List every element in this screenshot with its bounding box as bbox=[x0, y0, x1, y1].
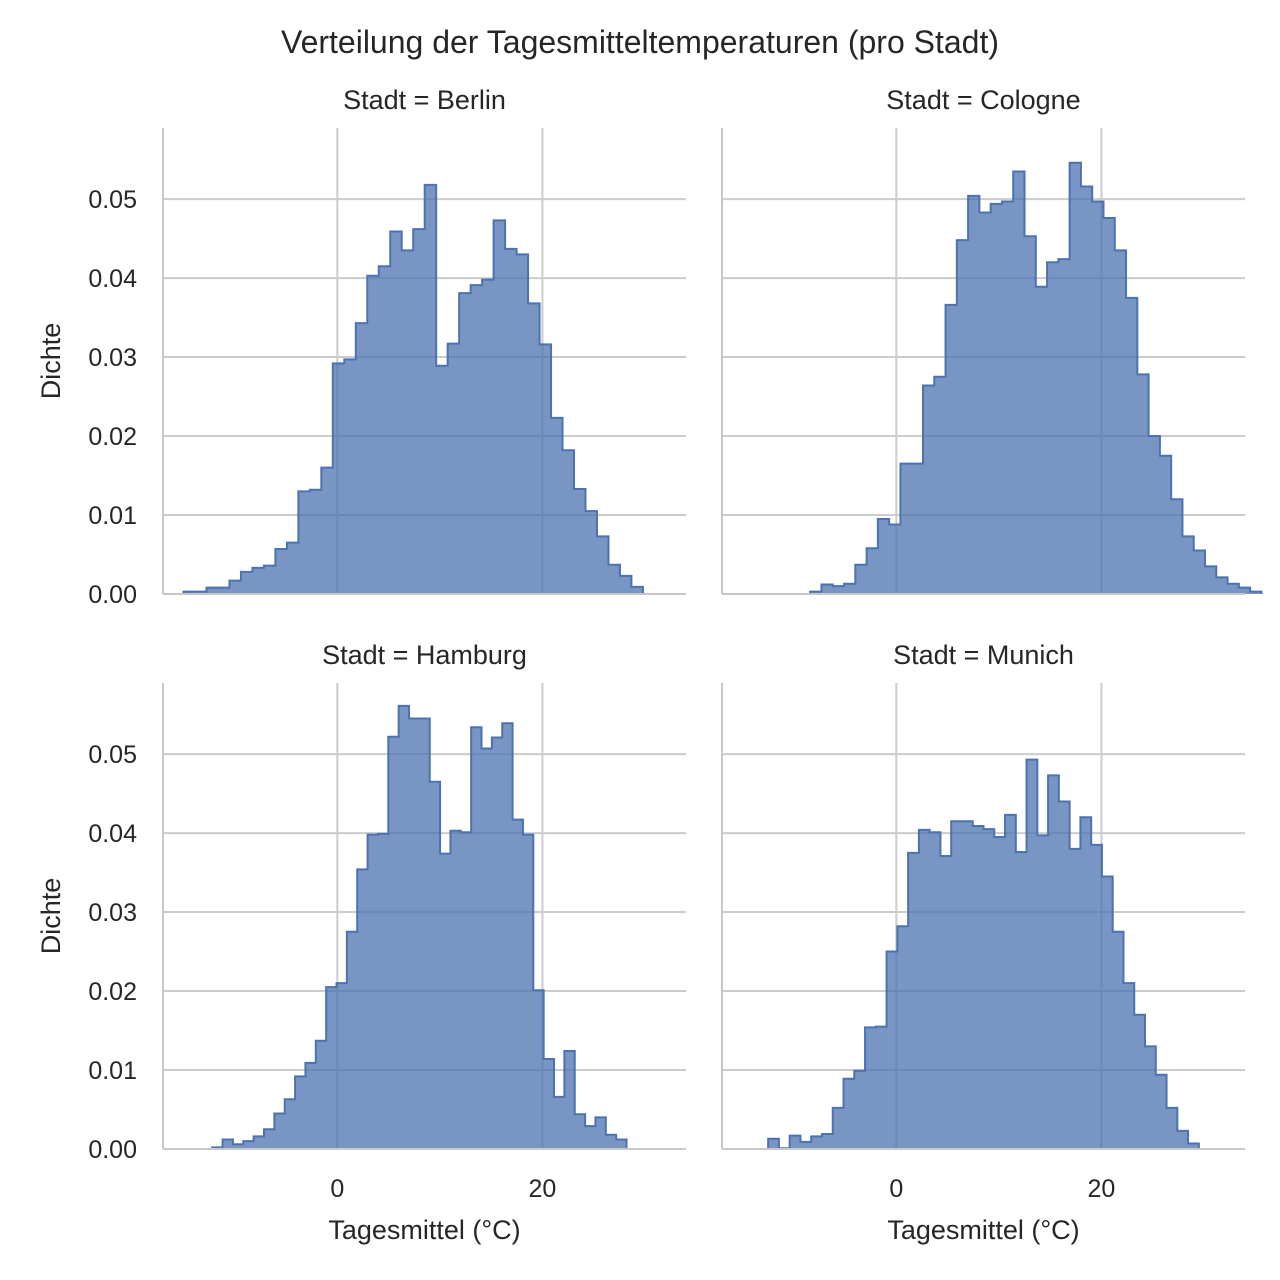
facet-panel: Stadt = Berlin 0.00 0.01 0.02 0.03 0.04 0.05 Di… bbox=[36, 85, 686, 609]
x-tick-label: 20 bbox=[1088, 1175, 1116, 1203]
y-tick-label: 0.01 bbox=[88, 1057, 137, 1085]
y-axis-label: Dichte bbox=[36, 878, 66, 955]
y-tick-label: 0.05 bbox=[88, 741, 137, 769]
facet-title: Stadt = Hamburg bbox=[322, 640, 527, 670]
y-tick-label: 0.03 bbox=[88, 899, 137, 927]
y-tick-label: 0.00 bbox=[88, 581, 137, 609]
facet-panels: Stadt = Berlin 0.00 0.01 0.02 0.03 0.04 0.05 Di… bbox=[36, 85, 1263, 1245]
x-tick-label: 20 bbox=[529, 1175, 557, 1203]
histogram-outline bbox=[211, 704, 628, 1149]
x-axis-label: Tagesmittel (°C) bbox=[887, 1215, 1079, 1245]
histogram-area bbox=[810, 162, 1262, 594]
figure-title: Verteilung der Tagesmitteltemperaturen (… bbox=[281, 24, 999, 60]
facet-panel: Stadt = Cologne bbox=[721, 85, 1263, 595]
facet-title: Stadt = Munich bbox=[893, 640, 1074, 670]
y-tick-label: 0.00 bbox=[88, 1136, 137, 1164]
x-axis-label: Tagesmittel (°C) bbox=[328, 1215, 520, 1245]
y-tick-label: 0.04 bbox=[88, 820, 137, 848]
histogram-area bbox=[768, 759, 1199, 1149]
facet-title: Stadt = Cologne bbox=[886, 85, 1080, 115]
histogram-outline bbox=[182, 183, 644, 594]
y-axis-label: Dichte bbox=[36, 323, 66, 400]
y-tick-label: 0.02 bbox=[88, 978, 137, 1006]
y-tick-label: 0.04 bbox=[88, 265, 137, 293]
facet-panel: Stadt = Munich 0 20 Tagesmittel (°C) bbox=[721, 640, 1245, 1245]
histogram-outline bbox=[767, 758, 1200, 1150]
y-tick-label: 0.02 bbox=[88, 423, 137, 451]
y-tick-label: 0.05 bbox=[88, 186, 137, 214]
y-tick-label: 0.01 bbox=[88, 502, 137, 530]
histogram-outline bbox=[809, 161, 1263, 594]
x-tick-label: 0 bbox=[889, 1175, 903, 1203]
facet-panel: Stadt = Hamburg 0.00 0.01 0.02 0.03 0.04 0.05 D… bbox=[36, 640, 686, 1245]
histogram-area bbox=[212, 705, 627, 1149]
facet-title: Stadt = Berlin bbox=[343, 85, 506, 115]
x-tick-label: 0 bbox=[330, 1175, 344, 1203]
y-tick-label: 0.03 bbox=[88, 344, 137, 372]
